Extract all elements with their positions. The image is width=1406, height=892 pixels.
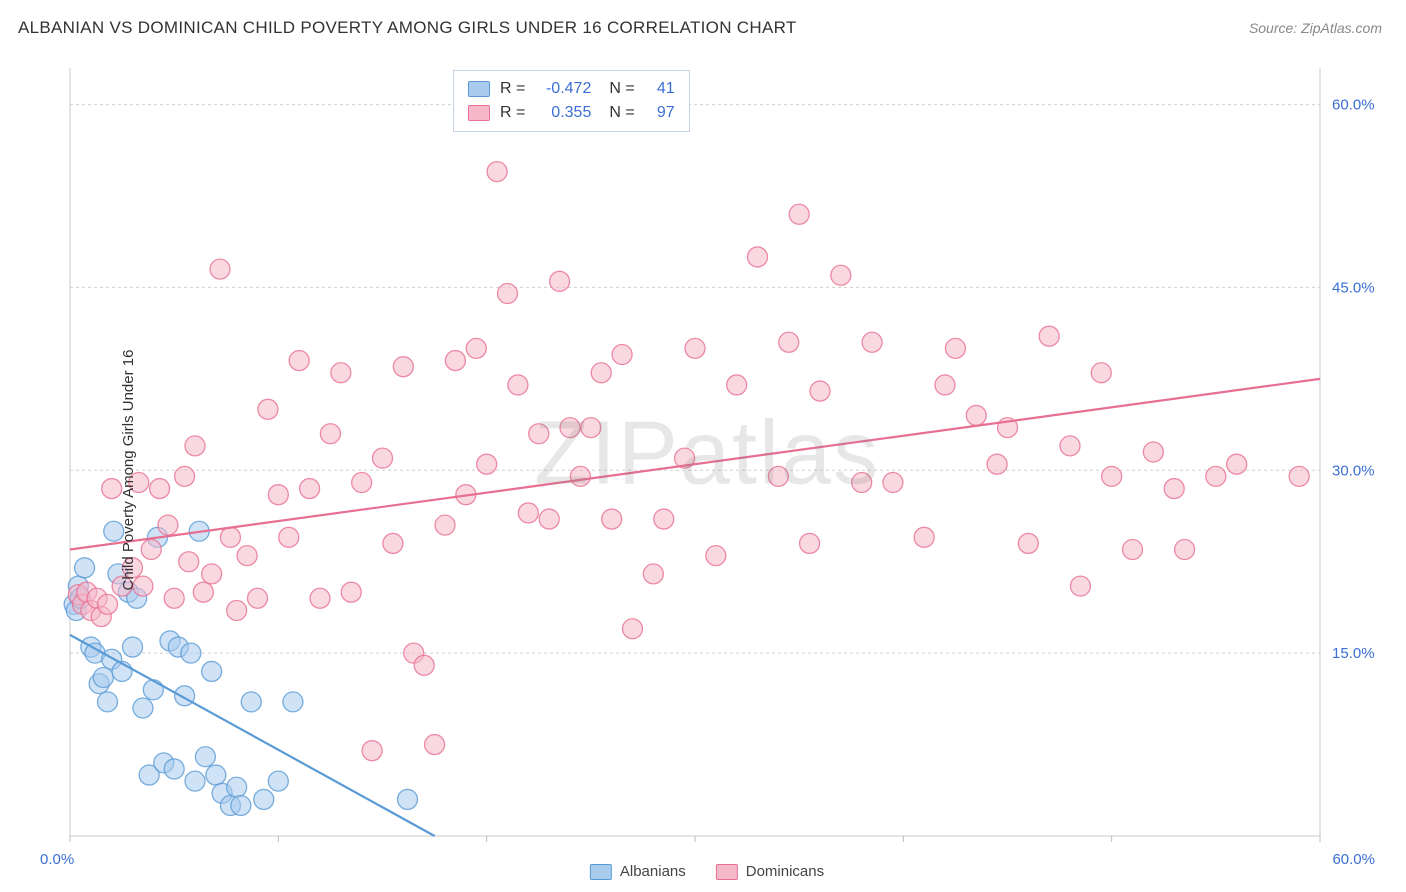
series-legend: Albanians Dominicans: [590, 863, 824, 880]
svg-text:45.0%: 45.0%: [1332, 279, 1375, 296]
source-label: Source: ZipAtlas.com: [1249, 20, 1382, 36]
svg-text:60.0%: 60.0%: [1332, 97, 1375, 114]
chart-area: Child Poverty Among Girls Under 16 0.0% 6…: [18, 58, 1396, 882]
stat-r-value: 0.355: [535, 101, 591, 125]
svg-text:15.0%: 15.0%: [1332, 645, 1375, 662]
stat-row: R = -0.472 N = 41: [468, 77, 675, 101]
chart-title: ALBANIAN VS DOMINICAN CHILD POVERTY AMON…: [18, 18, 797, 38]
legend-label: Dominicans: [746, 863, 824, 880]
stat-swatch: [468, 105, 490, 121]
legend-item: Albanians: [590, 863, 686, 880]
stat-n-label: N =: [609, 77, 634, 101]
svg-text:0.0%: 0.0%: [40, 851, 74, 868]
stat-row: R = 0.355 N = 97: [468, 101, 675, 125]
scatter-chart: 0.0% 60.0% 15.0% 30.0% 45.0% 60.0%: [18, 58, 1396, 882]
svg-text:60.0%: 60.0%: [1332, 851, 1375, 868]
stat-n-value: 97: [645, 101, 675, 125]
legend-item: Dominicans: [716, 863, 824, 880]
stat-swatch: [468, 81, 490, 97]
legend-swatch: [716, 864, 738, 880]
y-axis-label: Child Poverty Among Girls Under 16: [120, 350, 137, 591]
stat-r-value: -0.472: [535, 77, 591, 101]
svg-text:30.0%: 30.0%: [1332, 462, 1375, 479]
stat-r-label: R =: [500, 101, 525, 125]
stat-n-value: 41: [645, 77, 675, 101]
stat-n-label: N =: [609, 101, 634, 125]
legend-label: Albanians: [620, 863, 686, 880]
stat-r-label: R =: [500, 77, 525, 101]
legend-swatch: [590, 864, 612, 880]
correlation-legend: R = -0.472 N = 41 R = 0.355 N = 97: [453, 70, 690, 132]
